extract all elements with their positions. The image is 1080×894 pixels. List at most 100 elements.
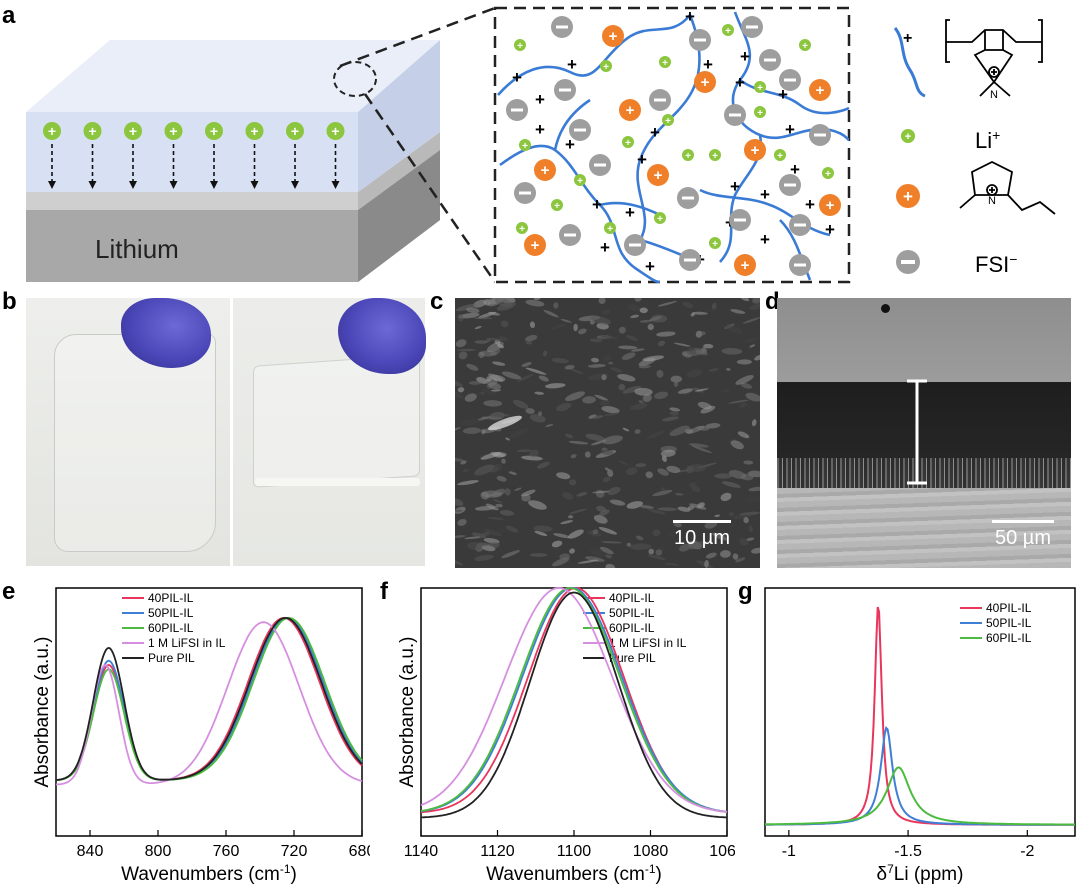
x-tick-label: -2 [1020, 843, 1034, 860]
legend-entry: 60PIL-IL [148, 621, 194, 635]
svg-text:+: + [331, 123, 339, 139]
li-ion-icon [124, 122, 142, 140]
svg-text:+: + [760, 230, 770, 249]
svg-text:+: + [903, 187, 913, 206]
svg-text:+: + [903, 30, 912, 47]
svg-text:+: + [519, 224, 525, 235]
panel-label-g: g [738, 578, 753, 605]
pyr-cation-structure-icon [959, 160, 1056, 215]
svg-text:+: + [129, 123, 137, 139]
svg-text:+: + [785, 120, 795, 139]
svg-text:+: + [88, 123, 96, 139]
svg-text:+: + [685, 7, 695, 26]
x-axis-title: Wavenumbers (cm-1) [486, 862, 662, 885]
legend-entry: 50PIL-IL [148, 606, 194, 620]
svg-text:+: + [645, 257, 655, 276]
svg-text:+: + [169, 123, 177, 139]
svg-text:+: + [757, 83, 763, 94]
svg-text:+: + [48, 123, 56, 139]
scale-bar-c: 10 µm [667, 520, 737, 550]
legend-li-label: Li+ [975, 127, 1000, 153]
y-axis-title: Absorbance (a.u.) [32, 636, 53, 787]
legend-entry: 1 M LiFSI in IL [148, 636, 226, 650]
svg-text:+: + [625, 203, 635, 222]
svg-text:+: + [626, 102, 635, 119]
sem-cross-section-image: 50 µm [777, 298, 1071, 568]
series-line [420, 587, 728, 813]
series-line [55, 616, 363, 781]
legend-entry: 40PIL-IL [148, 591, 194, 605]
svg-text:+: + [637, 150, 647, 169]
svg-text:+: + [607, 224, 613, 235]
svg-text:+: + [291, 123, 299, 139]
photo-film-left [26, 298, 230, 566]
zoom-circle [333, 61, 377, 97]
li-ion-icon [43, 122, 61, 140]
svg-text:+: + [685, 151, 691, 162]
svg-text:+: + [535, 90, 545, 109]
svg-text:+: + [512, 68, 522, 87]
svg-text:N: N [990, 89, 998, 101]
x-tick-label: 720 [281, 843, 308, 860]
chart-e-ftir: 840 800 760 720 680 Wavenumbers (cm-1) Absorba… [32, 587, 370, 885]
li-ion-icon [83, 122, 102, 140]
svg-text:+: + [210, 123, 218, 139]
y-axis-title: Absorbance (a.u.) [397, 636, 418, 787]
svg-text:+: + [250, 123, 258, 139]
x-axis-title: δ7Li (ppm) [877, 862, 964, 885]
li-ion-icon [286, 122, 304, 140]
photo-film-right [233, 298, 426, 566]
x-tick-label: 760 [213, 843, 240, 860]
svg-text:+: + [760, 185, 770, 204]
legend-entry: 1 M LiFSI in IL [609, 636, 687, 650]
series-line [420, 587, 728, 813]
svg-text:+: + [535, 120, 545, 139]
svg-text:+: + [603, 62, 609, 73]
svg-text:+: + [522, 141, 528, 152]
series-line [55, 617, 363, 781]
svg-text:+: + [665, 116, 671, 127]
zoom-box [493, 6, 851, 284]
x-tick-label: 1080 [633, 843, 669, 860]
x-tick-label: 1100 [557, 843, 592, 860]
legend-entry: 40PIL-IL [609, 591, 655, 605]
legend-entry: Pure PIL [148, 651, 195, 665]
legend-entry: 60PIL-IL [986, 631, 1032, 645]
svg-text:+: + [825, 220, 835, 239]
scale-bar-d: 50 µm [983, 520, 1063, 550]
svg-text:+: + [777, 151, 783, 162]
legend-entry: Pure PIL [609, 651, 656, 665]
svg-text:+: + [625, 138, 631, 149]
lithium-slab [26, 40, 440, 282]
x-tick-label: 1120 [480, 843, 515, 860]
glove [338, 298, 426, 374]
svg-text:+: + [740, 47, 750, 66]
svg-text:+: + [790, 160, 800, 179]
zoom-content: + + + + + + + + + + + + + + + + + + + + + + + + + + + + + + + + + + + + + + + +… [497, 7, 850, 284]
x-tick-label: 680 [349, 843, 370, 860]
series-line [421, 591, 727, 819]
chart-g-nmr: -1 -1.5 -2 δ7Li (ppm) 40PIL-IL50PIL-IL60PIL-… [764, 587, 1076, 885]
svg-text:+: + [565, 135, 575, 154]
series-line [420, 587, 728, 814]
svg-text:+: + [730, 177, 740, 196]
svg-text:+: + [725, 26, 731, 37]
svg-text:+: + [592, 195, 602, 214]
svg-text:+: + [905, 131, 911, 143]
svg-text:+: + [826, 197, 835, 214]
panel-a-schematic: Lithium + + + + + + + + +++++ +++++ +++++ ++++++++… [26, 6, 1056, 284]
x-tick-label: 800 [145, 843, 172, 860]
svg-text:+: + [816, 82, 825, 99]
chart-f-ftir: 1140 1120 1100 1080 1060 Wavenumbers (cm-1) Ab… [397, 587, 735, 885]
svg-text:+: + [757, 108, 763, 119]
svg-text:+: + [654, 167, 663, 184]
legend-entry: 60PIL-IL [609, 621, 655, 635]
x-tick-label: 1060 [709, 843, 735, 860]
svg-text:+: + [802, 41, 808, 52]
lithium-label: Lithium [95, 234, 179, 264]
x-tick-label: 840 [77, 843, 104, 860]
x-tick-label: -1 [782, 843, 796, 860]
li-ion-row: + + + + + + + + [43, 122, 345, 189]
svg-text:+: + [657, 214, 663, 225]
legend-fsi-label: FSI− [975, 251, 1017, 277]
